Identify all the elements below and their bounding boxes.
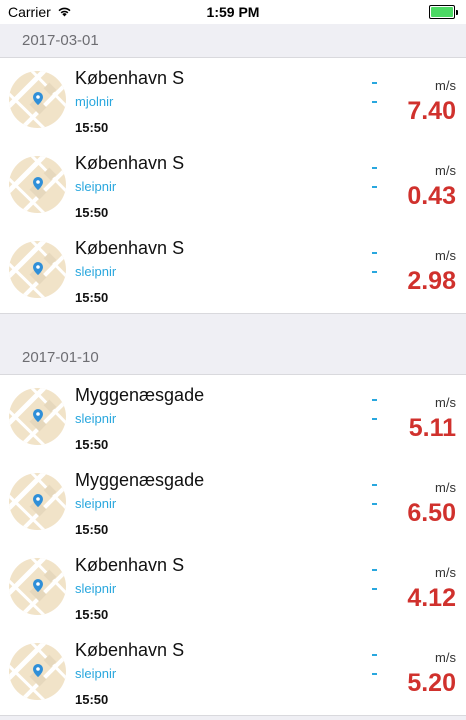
list-item[interactable]: København S sleipnir 15:50 m/s 5.20 bbox=[0, 630, 466, 715]
time-label: 15:50 bbox=[75, 205, 109, 220]
user-name: sleipnir bbox=[75, 264, 117, 279]
user-name: sleipnir bbox=[75, 666, 117, 681]
map-thumbnail bbox=[9, 558, 66, 615]
speed-value: 2.98 bbox=[407, 267, 456, 295]
speed-unit: m/s bbox=[435, 565, 456, 580]
place-name: København S bbox=[75, 68, 185, 88]
time-label: 15:50 bbox=[75, 120, 109, 135]
speed-unit: m/s bbox=[435, 248, 456, 263]
map-thumbnail bbox=[9, 241, 66, 298]
wind-indicators bbox=[372, 82, 382, 120]
place-name: København S bbox=[75, 153, 185, 173]
speed-unit: m/s bbox=[435, 78, 456, 93]
speed-value: 4.12 bbox=[407, 584, 456, 612]
list-item[interactable]: København S sleipnir 15:50 m/s 0.43 bbox=[0, 143, 466, 228]
battery-icon bbox=[429, 5, 458, 19]
section-date-header: 2017-01-10 bbox=[22, 349, 99, 366]
wifi-icon bbox=[57, 4, 72, 20]
speed-value: 5.20 bbox=[407, 669, 456, 697]
measurement-list[interactable]: 2017-03-01 København S mjolnir 15:50 m/s… bbox=[0, 24, 466, 716]
user-name: sleipnir bbox=[75, 411, 117, 426]
list-item[interactable]: København S sleipnir 15:50 m/s 4.12 bbox=[0, 545, 466, 630]
list-item[interactable]: Myggenæsgade sleipnir 15:50 m/s 6.50 bbox=[0, 460, 466, 545]
wind-indicators bbox=[372, 484, 382, 522]
speed-unit: m/s bbox=[435, 395, 456, 410]
speed-value: 0.43 bbox=[407, 182, 456, 210]
carrier-info: Carrier bbox=[8, 4, 72, 20]
user-name: mjolnir bbox=[75, 94, 114, 109]
place-name: Myggenæsgade bbox=[75, 470, 205, 490]
time-label: 15:50 bbox=[75, 290, 109, 305]
status-bar: Carrier 1:59 PM bbox=[0, 0, 466, 24]
time-label: 15:50 bbox=[75, 522, 109, 537]
speed-unit: m/s bbox=[435, 480, 456, 495]
place-name: København S bbox=[75, 238, 185, 258]
user-name: sleipnir bbox=[75, 581, 117, 596]
user-name: sleipnir bbox=[75, 179, 117, 194]
place-name: Myggenæsgade bbox=[75, 385, 205, 405]
wind-indicators bbox=[372, 399, 382, 437]
place-name: København S bbox=[75, 555, 185, 575]
list-item[interactable]: København S mjolnir 15:50 m/s 7.40 bbox=[0, 58, 466, 143]
speed-value: 6.50 bbox=[407, 499, 456, 527]
time-label: 15:50 bbox=[75, 607, 109, 622]
speed-value: 5.11 bbox=[408, 414, 456, 442]
section-list: København S mjolnir 15:50 m/s 7.40 Køben… bbox=[0, 57, 466, 314]
wind-indicators bbox=[372, 569, 382, 607]
user-name: sleipnir bbox=[75, 496, 117, 511]
speed-unit: m/s bbox=[435, 650, 456, 665]
map-thumbnail bbox=[9, 388, 66, 445]
time-label: 15:50 bbox=[75, 437, 109, 452]
status-time: 1:59 PM bbox=[206, 4, 260, 20]
speed-value: 7.40 bbox=[407, 97, 456, 125]
list-item[interactable]: København S sleipnir 15:50 m/s 2.98 bbox=[0, 228, 466, 313]
speed-unit: m/s bbox=[435, 163, 456, 178]
map-thumbnail bbox=[9, 71, 66, 128]
section-date-header: 2017-03-01 bbox=[22, 32, 99, 49]
section-spacer bbox=[0, 314, 466, 341]
time-label: 15:50 bbox=[75, 692, 109, 707]
place-name: København S bbox=[75, 640, 185, 660]
map-thumbnail bbox=[9, 156, 66, 213]
wind-indicators bbox=[372, 167, 382, 205]
wind-indicators bbox=[372, 252, 382, 290]
section-list: Myggenæsgade sleipnir 15:50 m/s 5.11 Myg… bbox=[0, 374, 466, 716]
map-thumbnail bbox=[9, 643, 66, 700]
list-item[interactable]: Myggenæsgade sleipnir 15:50 m/s 5.11 bbox=[0, 375, 466, 460]
map-thumbnail bbox=[9, 473, 66, 530]
carrier-label: Carrier bbox=[8, 4, 51, 20]
wind-indicators bbox=[372, 654, 382, 692]
